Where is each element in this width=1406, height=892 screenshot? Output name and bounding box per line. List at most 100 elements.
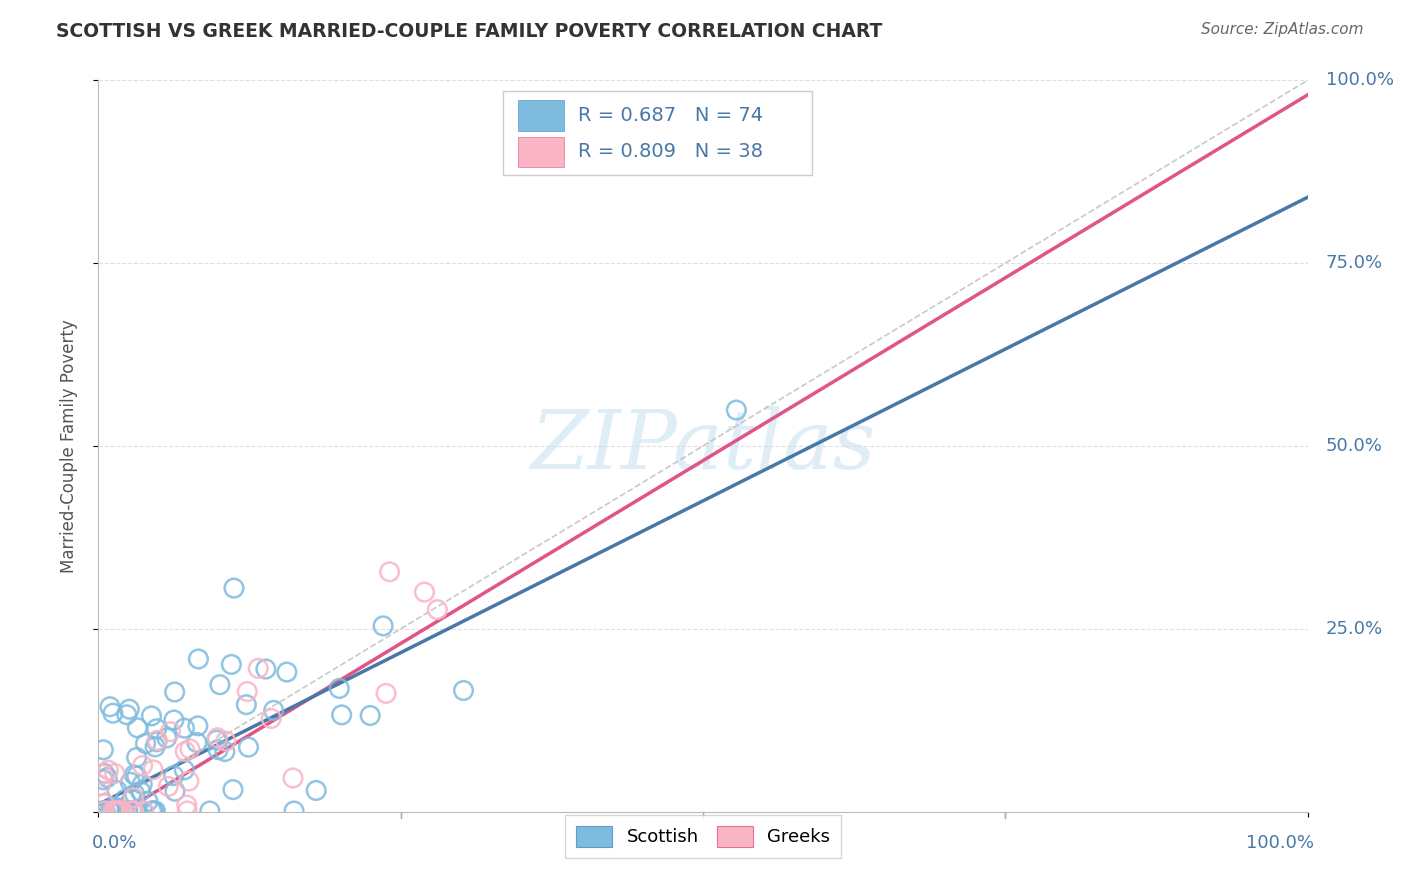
- Point: [132, 804, 155, 818]
- Point: [94, 804, 117, 818]
- Point: [305, 783, 328, 797]
- Point: [131, 777, 153, 791]
- Point: [115, 804, 138, 818]
- Point: [163, 784, 186, 798]
- Point: [122, 790, 145, 805]
- Point: [142, 763, 165, 777]
- Point: [101, 804, 124, 818]
- Point: [101, 804, 124, 818]
- Text: R = 0.687   N = 74: R = 0.687 N = 74: [578, 106, 763, 125]
- Point: [91, 743, 114, 757]
- Point: [145, 804, 167, 818]
- Point: [146, 733, 169, 747]
- Point: [124, 804, 146, 818]
- Point: [725, 403, 748, 417]
- Point: [254, 662, 277, 676]
- Point: [136, 794, 159, 808]
- Point: [238, 740, 260, 755]
- Point: [375, 686, 398, 700]
- FancyBboxPatch shape: [503, 91, 811, 176]
- Point: [173, 763, 195, 777]
- Point: [121, 804, 143, 818]
- Point: [131, 758, 153, 772]
- Point: [121, 804, 143, 818]
- Point: [122, 768, 145, 782]
- Text: 50.0%: 50.0%: [1326, 437, 1382, 455]
- Point: [263, 703, 285, 717]
- Point: [101, 804, 124, 818]
- Point: [173, 721, 195, 735]
- Point: [115, 707, 138, 722]
- Point: [159, 724, 181, 739]
- Point: [98, 699, 121, 714]
- Point: [104, 804, 127, 818]
- Point: [141, 709, 163, 723]
- Point: [94, 804, 117, 818]
- Point: [91, 767, 114, 781]
- Point: [163, 769, 186, 783]
- Point: [163, 685, 186, 699]
- Point: [96, 771, 118, 785]
- Point: [207, 742, 229, 756]
- Point: [413, 585, 436, 599]
- Point: [145, 722, 167, 736]
- Point: [103, 804, 125, 818]
- Point: [177, 774, 200, 789]
- Point: [453, 683, 475, 698]
- Point: [221, 657, 243, 672]
- Point: [93, 772, 115, 787]
- Text: 25.0%: 25.0%: [1326, 620, 1384, 638]
- Point: [176, 804, 198, 818]
- Y-axis label: Married-Couple Family Poverty: Married-Couple Family Poverty: [59, 319, 77, 573]
- Point: [97, 763, 120, 777]
- Text: 100.0%: 100.0%: [1246, 834, 1313, 852]
- Point: [142, 804, 165, 818]
- Point: [205, 733, 228, 747]
- Point: [127, 721, 149, 735]
- Point: [260, 711, 283, 725]
- Point: [207, 731, 229, 745]
- Point: [378, 565, 401, 579]
- Point: [179, 742, 201, 756]
- Point: [124, 787, 146, 801]
- Point: [117, 804, 139, 818]
- Point: [176, 797, 198, 812]
- Text: 75.0%: 75.0%: [1326, 254, 1384, 272]
- Point: [163, 713, 186, 727]
- Point: [235, 698, 257, 712]
- Point: [208, 678, 231, 692]
- Point: [108, 804, 131, 818]
- Point: [110, 804, 132, 818]
- Point: [105, 804, 128, 818]
- Point: [247, 661, 270, 675]
- Text: R = 0.809   N = 38: R = 0.809 N = 38: [578, 143, 763, 161]
- FancyBboxPatch shape: [517, 136, 564, 168]
- Point: [214, 745, 236, 759]
- Point: [283, 804, 305, 818]
- Point: [94, 804, 117, 818]
- Point: [93, 797, 115, 811]
- Point: [125, 769, 148, 783]
- Legend: Scottish, Greeks: Scottish, Greeks: [565, 815, 841, 857]
- Point: [222, 581, 245, 595]
- Point: [135, 737, 157, 751]
- Point: [107, 804, 129, 818]
- Point: [125, 750, 148, 764]
- Point: [222, 782, 245, 797]
- Point: [93, 766, 115, 780]
- Point: [101, 706, 124, 721]
- Point: [121, 791, 143, 805]
- Point: [187, 719, 209, 733]
- Point: [118, 702, 141, 716]
- Text: 100.0%: 100.0%: [1326, 71, 1393, 89]
- Text: Source: ZipAtlas.com: Source: ZipAtlas.com: [1201, 22, 1364, 37]
- Point: [281, 771, 304, 785]
- Point: [371, 619, 394, 633]
- Point: [187, 652, 209, 666]
- Point: [120, 775, 142, 789]
- Point: [156, 731, 179, 745]
- Point: [359, 708, 381, 723]
- Point: [330, 707, 353, 722]
- Point: [103, 799, 125, 814]
- Point: [186, 735, 208, 749]
